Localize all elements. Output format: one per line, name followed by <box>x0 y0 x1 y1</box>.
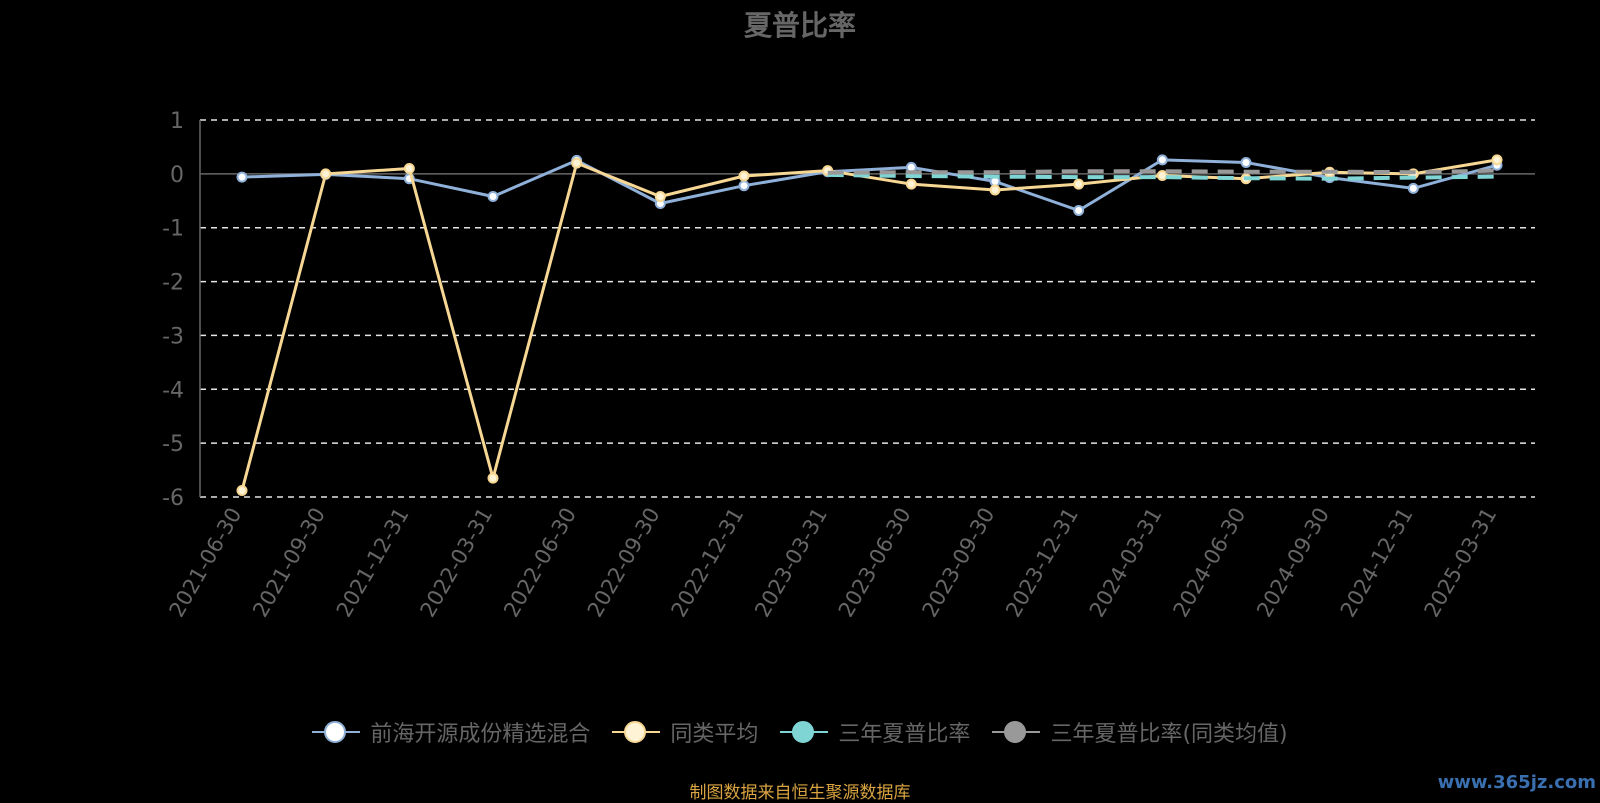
x-tick-label: 2021-06-30 <box>165 504 247 622</box>
x-tick-label: 2022-09-30 <box>583 504 665 622</box>
x-tick-label: 2023-06-30 <box>834 503 916 621</box>
chart-legend: 前海开源成份精选混合 同类平均 三年夏普比率 三年夏普比率(同类均值) <box>0 716 1600 748</box>
series-line-0 <box>241 158 1498 213</box>
series-point-1 <box>1491 154 1503 166</box>
x-tick-label: 2023-12-31 <box>1001 504 1083 622</box>
x-tick-label: 2024-12-31 <box>1336 504 1418 622</box>
legend-item-3[interactable]: 三年夏普比率(同类均值) <box>992 716 1288 748</box>
series-point-1 <box>571 157 583 169</box>
series-line-2 <box>827 172 1498 181</box>
legend-marker <box>780 721 829 743</box>
legend-label: 三年夏普比率(同类均值) <box>1050 722 1288 747</box>
x-tick-label: 2023-03-31 <box>750 504 832 622</box>
series-point-1 <box>487 472 499 484</box>
y-tick-label: -1 <box>162 217 184 242</box>
series-point-0 <box>487 190 499 202</box>
chart-title: 夏普比率 <box>743 9 856 42</box>
series-point-1 <box>905 178 917 190</box>
y-tick-label: 0 <box>170 163 184 188</box>
series-point-1 <box>1156 169 1168 181</box>
y-tick-label: -6 <box>162 486 184 511</box>
series-point-1 <box>320 168 332 180</box>
x-tick-label: 2024-03-31 <box>1085 504 1167 622</box>
y-tick-label: -2 <box>162 271 184 296</box>
series-point-0 <box>1073 204 1085 216</box>
x-tick-label: 2024-09-30 <box>1252 504 1334 622</box>
y-tick-label: -3 <box>162 324 184 349</box>
series-point-1 <box>989 184 1001 196</box>
series-line-3 <box>827 168 1498 175</box>
series-point-0 <box>1240 157 1252 169</box>
series-point-1 <box>403 162 415 174</box>
x-tick-label: 2022-06-30 <box>499 504 581 622</box>
legend-item-2[interactable]: 三年夏普比率 <box>780 716 970 748</box>
series-point-0 <box>236 171 248 183</box>
y-tick-label: -4 <box>162 378 184 403</box>
y-tick-label: 1 <box>170 109 184 134</box>
series-point-0 <box>1407 182 1419 194</box>
legend-label: 同类平均 <box>670 722 759 747</box>
series-point-1 <box>738 170 750 182</box>
y-tick-label: -5 <box>162 432 184 457</box>
data-source-note: 制图数据来自恒生聚源数据库 <box>689 783 911 803</box>
site-watermark: www.365jz.com <box>1437 772 1596 793</box>
series-point-1 <box>236 485 248 497</box>
legend-label: 前海开源成份精选混合 <box>370 722 591 747</box>
series-point-1 <box>654 190 666 202</box>
legend-marker <box>992 721 1041 743</box>
series-point-1 <box>1073 178 1085 190</box>
x-tick-label: 2022-03-31 <box>416 504 498 622</box>
legend-item-0[interactable]: 前海开源成份精选混合 <box>312 716 590 748</box>
legend-label: 三年夏普比率 <box>838 722 971 747</box>
x-tick-label: 2023-09-30 <box>918 504 1000 622</box>
legend-marker <box>612 721 661 743</box>
series-line-1 <box>240 158 1498 491</box>
x-tick-label: 2021-12-31 <box>332 504 414 622</box>
x-tick-label: 2025-03-31 <box>1420 504 1502 622</box>
legend-item-1[interactable]: 同类平均 <box>612 716 758 748</box>
series-point-0 <box>1156 154 1168 166</box>
legend-marker <box>312 721 361 743</box>
x-tick-label: 2022-12-31 <box>667 504 749 622</box>
series-point-0 <box>738 180 750 192</box>
x-tick-label: 2021-09-30 <box>248 504 330 622</box>
x-tick-label: 2024-06-30 <box>1169 504 1251 622</box>
